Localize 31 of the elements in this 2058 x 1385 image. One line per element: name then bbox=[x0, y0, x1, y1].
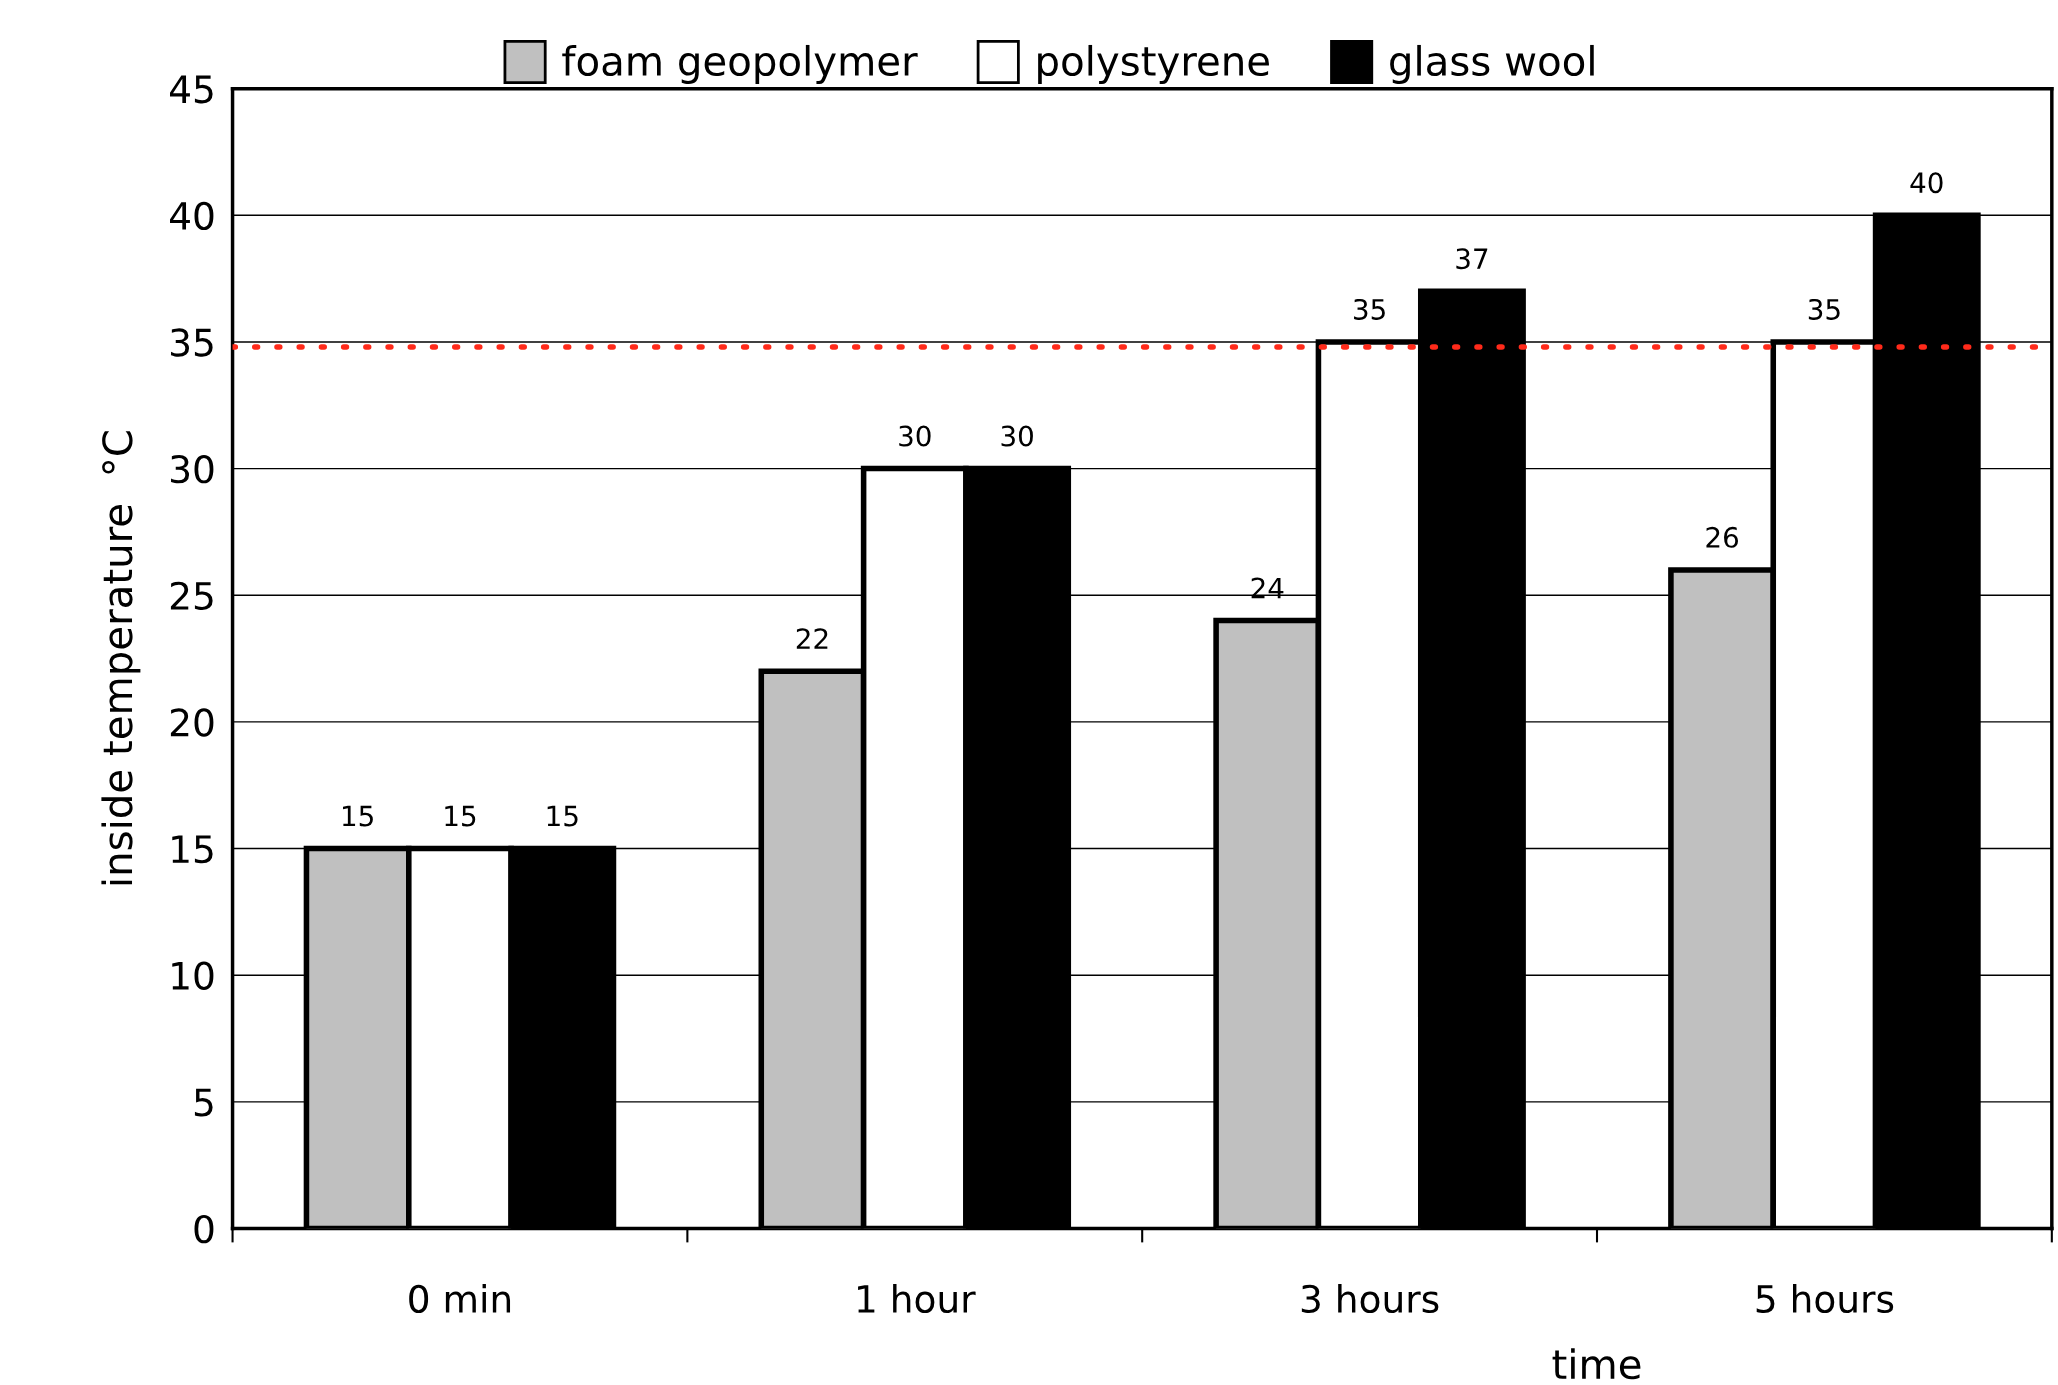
legend-label: polystyrene bbox=[1038, 44, 1269, 84]
data-label: 22 bbox=[796, 628, 828, 649]
x-tick-label: 0 min bbox=[409, 1284, 511, 1314]
y-tick-label: 10 bbox=[172, 961, 214, 990]
y-tick-label: 30 bbox=[171, 455, 214, 484]
x-axis-title: time bbox=[1552, 1348, 1641, 1380]
y-tick-label: 20 bbox=[170, 708, 214, 737]
data-label: 35 bbox=[1808, 298, 1840, 320]
data-label: 26 bbox=[1706, 526, 1739, 548]
y-tick-label: 0 bbox=[194, 1214, 214, 1244]
data-label: 35 bbox=[1354, 298, 1385, 320]
y-tick-label: 35 bbox=[171, 328, 213, 357]
data-label: 40 bbox=[1910, 172, 1943, 194]
y-tick-label: 40 bbox=[170, 201, 214, 231]
data-label: 15 bbox=[343, 805, 373, 827]
data-label: 30 bbox=[1001, 425, 1033, 447]
x-tick-label: 3 hours bbox=[1301, 1284, 1439, 1314]
y-tick-label: 15 bbox=[172, 835, 213, 864]
x-tick-label: 5 hours bbox=[1756, 1284, 1894, 1314]
y-tick-label: 45 bbox=[170, 75, 213, 104]
legend-label: foam geopolymer bbox=[562, 44, 918, 84]
data-label: 37 bbox=[1456, 248, 1488, 270]
y-tick-label: 5 bbox=[194, 1088, 213, 1117]
data-label: 30 bbox=[899, 425, 931, 447]
data-label: 15 bbox=[547, 805, 578, 827]
y-axis-title: inside temperature °C bbox=[101, 431, 141, 885]
legend-label: glass wool bbox=[1390, 44, 1594, 84]
data-label: 15 bbox=[445, 805, 476, 827]
y-tick-label: 25 bbox=[170, 581, 213, 611]
x-tick-label: 1 hour bbox=[858, 1284, 976, 1314]
data-label: 24 bbox=[1251, 577, 1284, 599]
